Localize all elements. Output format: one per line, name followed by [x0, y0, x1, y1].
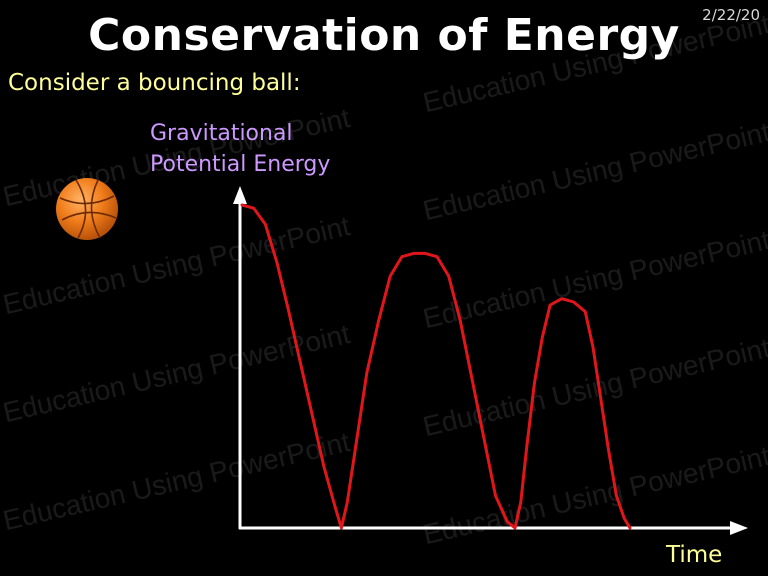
slide-subtitle: Consider a bouncing ball:	[8, 70, 301, 96]
y-axis-label: Gravitational Potential Energy	[150, 118, 330, 180]
slide-title: Conservation of Energy	[88, 10, 680, 61]
basketball-icon	[56, 178, 118, 240]
x-axis-arrow	[730, 521, 748, 535]
y-axis-arrow	[233, 186, 247, 204]
y-axis-label-line1: Gravitational	[150, 121, 293, 146]
slide-date: 2/22/20	[702, 6, 760, 24]
x-axis-label: Time	[666, 542, 723, 568]
potential-energy-curve	[240, 203, 632, 530]
y-axis-label-line2: Potential Energy	[150, 152, 331, 177]
